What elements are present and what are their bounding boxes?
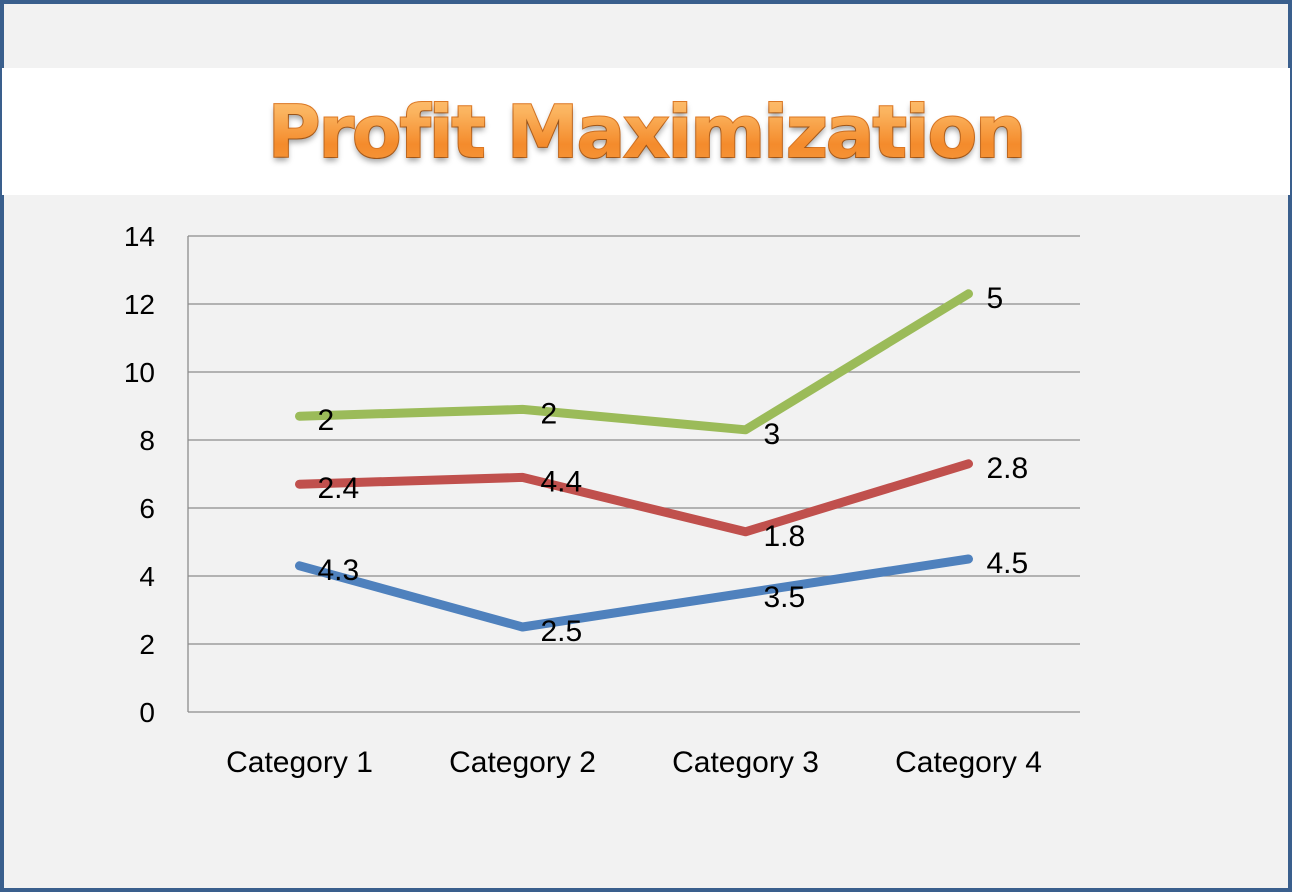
slide-title: Profit Maximization (2, 68, 1290, 195)
x-category-label: Category 2 (449, 746, 596, 779)
data-label: 3 (764, 418, 781, 451)
data-label: 4.3 (318, 554, 360, 587)
slide-title-outline: Profit Maximization (2, 68, 1290, 195)
data-label: 4.5 (987, 547, 1029, 580)
x-category-label: Category 4 (895, 746, 1042, 779)
data-label: 5 (987, 282, 1004, 315)
data-label: 2.8 (987, 452, 1029, 485)
data-labels: 4.3 2.5 3.5 4.5 2.4 4.4 1.8 2.8 2 2 3 5 (318, 282, 1029, 648)
y-tick-label: 2 (139, 629, 155, 660)
y-tick-label: 8 (139, 425, 155, 456)
data-label: 1.8 (764, 520, 806, 553)
data-label: 2.4 (318, 472, 360, 505)
series-line-2 (295, 459, 973, 537)
data-label: 2.5 (541, 615, 583, 648)
y-tick-label: 10 (124, 357, 155, 388)
x-axis-categories: Category 1 Category 2 Category 3 Category 4 (226, 746, 1042, 779)
data-label: 4.4 (541, 465, 583, 498)
series-line-3 (295, 289, 973, 435)
gridlines (187, 235, 1080, 713)
x-category-label: Category 3 (672, 746, 819, 779)
data-label: 2 (541, 397, 558, 430)
title-band: Profit Maximization Profit Maximization (2, 68, 1290, 195)
data-label: 3.5 (764, 581, 806, 614)
y-axis-ticks: 0 2 4 6 8 10 12 14 (124, 221, 155, 728)
y-tick-label: 0 (139, 697, 155, 728)
series-lines (295, 289, 973, 632)
y-tick-label: 12 (124, 289, 155, 320)
y-tick-label: 14 (124, 221, 155, 252)
series-line-1 (295, 554, 973, 632)
data-label: 2 (318, 404, 335, 437)
y-tick-label: 4 (139, 561, 155, 592)
y-tick-label: 6 (139, 493, 155, 524)
x-category-label: Category 1 (226, 746, 373, 779)
